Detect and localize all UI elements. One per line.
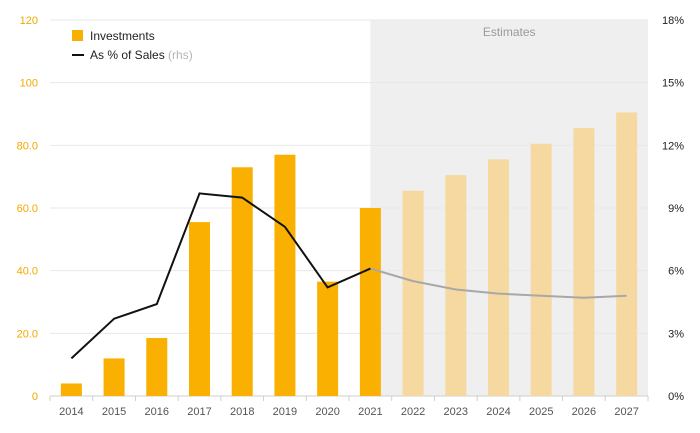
x-tick-label: 2020 bbox=[315, 406, 339, 418]
bar-2026 bbox=[573, 128, 595, 396]
x-axis-ticks: 2014 2015 2016 2017 2018 2019 2020 2021 2022 2023… bbox=[59, 406, 639, 418]
x-tick-label: 2024 bbox=[486, 406, 510, 418]
left-tick-label: 40.0 bbox=[17, 266, 38, 278]
x-tick-label: 2025 bbox=[529, 406, 553, 418]
bar-2025 bbox=[530, 143, 552, 396]
bar-2014 bbox=[60, 383, 82, 396]
left-tick-label: 80.0 bbox=[17, 140, 38, 152]
investment-bars bbox=[60, 112, 638, 396]
bar-2019 bbox=[274, 154, 296, 396]
bar-2023 bbox=[445, 175, 467, 396]
x-tick-label: 2021 bbox=[358, 406, 382, 418]
right-axis-ticks: 0% 3% 6% 9% 12% 15% 18% bbox=[662, 15, 684, 403]
line-estimate-segment bbox=[370, 267, 627, 299]
bar-2022 bbox=[402, 190, 424, 396]
bar-2021 bbox=[359, 208, 381, 396]
x-tick-label: 2014 bbox=[59, 406, 83, 418]
x-tick-label: 2018 bbox=[230, 406, 254, 418]
legend-investments-swatch bbox=[72, 30, 83, 41]
legend-sales-share-label: As % of Sales (rhs) bbox=[90, 48, 193, 62]
x-tick-label: 2022 bbox=[401, 406, 425, 418]
x-tick-label: 2023 bbox=[444, 406, 468, 418]
right-tick-label: 6% bbox=[668, 266, 684, 278]
bar-2020 bbox=[317, 281, 339, 396]
right-tick-label: 3% bbox=[668, 328, 684, 340]
bar-2024 bbox=[488, 159, 509, 396]
left-tick-label: 120 bbox=[20, 15, 38, 27]
left-tick-label: 20.0 bbox=[17, 328, 38, 340]
legend: Investments As % of Sales (rhs) bbox=[72, 29, 193, 62]
right-tick-label: 12% bbox=[662, 140, 684, 152]
right-tick-label: 18% bbox=[662, 15, 684, 27]
left-tick-label: 0 bbox=[32, 391, 38, 403]
bar-2017 bbox=[189, 222, 210, 396]
left-tick-label: 100 bbox=[20, 78, 38, 90]
sales-share-line bbox=[70, 192, 627, 360]
bar-2018 bbox=[231, 167, 253, 396]
x-tick-label: 2016 bbox=[145, 406, 169, 418]
right-tick-label: 9% bbox=[668, 203, 684, 215]
left-tick-label: 60.0 bbox=[17, 203, 38, 215]
estimates-label: Estimates bbox=[483, 25, 536, 39]
x-tick-label: 2027 bbox=[614, 406, 638, 418]
x-tick-label: 2019 bbox=[273, 406, 297, 418]
bar-2016 bbox=[146, 338, 168, 396]
bar-2027 bbox=[616, 112, 638, 396]
right-tick-label: 15% bbox=[662, 78, 684, 90]
x-tick-label: 2026 bbox=[572, 406, 596, 418]
bar-2015 bbox=[103, 358, 125, 396]
x-tick-label: 2017 bbox=[187, 406, 211, 418]
line-actual-segment bbox=[70, 192, 371, 360]
left-axis-ticks: 0 20.0 40.0 60.0 80.0 100 120 bbox=[17, 15, 38, 403]
right-tick-label: 0% bbox=[668, 391, 684, 403]
legend-investments-label: Investments bbox=[90, 29, 155, 43]
x-tick-label: 2015 bbox=[102, 406, 126, 418]
